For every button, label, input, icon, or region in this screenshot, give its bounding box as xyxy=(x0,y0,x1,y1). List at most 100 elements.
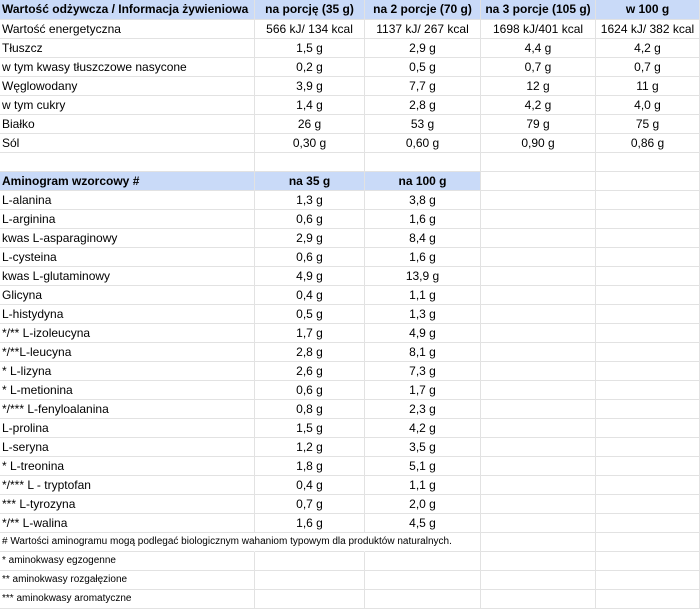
nutrition-value[interactable]: 3,9 g xyxy=(255,77,365,96)
aminogram-header-name[interactable]: Aminogram wzorcowy # xyxy=(0,172,255,191)
footnote-text[interactable]: * aminokwasy egzogenne xyxy=(0,552,255,571)
aminogram-value[interactable]: 0,5 g xyxy=(255,305,365,324)
aminogram-value[interactable]: 1,6 g xyxy=(365,210,481,229)
aminogram-value[interactable]: 2,6 g xyxy=(255,362,365,381)
nutrition-value[interactable]: 75 g xyxy=(596,115,700,134)
nutrition-value[interactable]: 2,9 g xyxy=(365,39,481,58)
nutrition-label[interactable]: Węglowodany xyxy=(0,77,255,96)
empty-cell[interactable] xyxy=(481,267,596,286)
aminogram-label[interactable]: */** L-walina xyxy=(0,514,255,533)
nutrition-label[interactable]: Wartość energetyczna xyxy=(0,20,255,39)
nutrition-header-105g[interactable]: na 3 porcje (105 g) xyxy=(481,0,596,20)
nutrition-value[interactable]: 1,4 g xyxy=(255,96,365,115)
nutrition-value[interactable]: 79 g xyxy=(481,115,596,134)
aminogram-value[interactable]: 1,3 g xyxy=(255,191,365,210)
nutrition-value[interactable]: 1,5 g xyxy=(255,39,365,58)
aminogram-label[interactable]: * L-metionina xyxy=(0,381,255,400)
empty-cell[interactable] xyxy=(255,153,365,172)
aminogram-label[interactable]: kwas L-asparaginowy xyxy=(0,229,255,248)
empty-cell[interactable] xyxy=(481,286,596,305)
empty-cell[interactable] xyxy=(481,305,596,324)
empty-cell[interactable] xyxy=(596,305,700,324)
nutrition-header-70g[interactable]: na 2 porcje (70 g) xyxy=(365,0,481,20)
nutrition-value[interactable]: 7,7 g xyxy=(365,77,481,96)
aminogram-label[interactable]: L-alanina xyxy=(0,191,255,210)
empty-cell[interactable] xyxy=(255,590,365,609)
empty-cell[interactable] xyxy=(481,343,596,362)
aminogram-value[interactable]: 1,1 g xyxy=(365,286,481,305)
aminogram-header-100g[interactable]: na 100 g xyxy=(365,172,481,191)
empty-cell[interactable] xyxy=(596,495,700,514)
aminogram-value[interactable]: 2,9 g xyxy=(255,229,365,248)
nutrition-value[interactable]: 566 kJ/ 134 kcal xyxy=(255,20,365,39)
empty-cell[interactable] xyxy=(596,286,700,305)
nutrition-value[interactable]: 0,86 g xyxy=(596,134,700,153)
nutrition-label[interactable]: Białko xyxy=(0,115,255,134)
empty-cell[interactable] xyxy=(481,229,596,248)
aminogram-value[interactable]: 13,9 g xyxy=(365,267,481,286)
nutrition-header-name[interactable]: Wartość odżywcza / Informacja żywieniowa xyxy=(0,0,255,20)
nutrition-header-100g[interactable]: w 100 g xyxy=(596,0,700,20)
empty-cell[interactable] xyxy=(365,153,481,172)
aminogram-label[interactable]: */**L-leucyna xyxy=(0,343,255,362)
aminogram-value[interactable]: 8,1 g xyxy=(365,343,481,362)
empty-cell[interactable] xyxy=(365,533,481,552)
aminogram-value[interactable]: 0,8 g xyxy=(255,400,365,419)
aminogram-label[interactable]: */** L-izoleucyna xyxy=(0,324,255,343)
nutrition-value[interactable]: 2,8 g xyxy=(365,96,481,115)
aminogram-value[interactable]: 3,5 g xyxy=(365,438,481,457)
aminogram-label[interactable]: L-arginina xyxy=(0,210,255,229)
aminogram-value[interactable]: 7,3 g xyxy=(365,362,481,381)
empty-cell[interactable] xyxy=(596,419,700,438)
empty-cell[interactable] xyxy=(596,400,700,419)
empty-cell[interactable] xyxy=(596,590,700,609)
aminogram-value[interactable]: 4,9 g xyxy=(365,324,481,343)
nutrition-value[interactable]: 0,60 g xyxy=(365,134,481,153)
empty-cell[interactable] xyxy=(596,514,700,533)
empty-cell[interactable] xyxy=(481,514,596,533)
aminogram-value[interactable]: 1,6 g xyxy=(365,248,481,267)
empty-cell[interactable] xyxy=(255,552,365,571)
aminogram-value[interactable]: 1,1 g xyxy=(365,476,481,495)
empty-cell[interactable] xyxy=(481,381,596,400)
nutrition-value[interactable]: 0,30 g xyxy=(255,134,365,153)
aminogram-value[interactable]: 8,4 g xyxy=(365,229,481,248)
nutrition-value[interactable]: 0,7 g xyxy=(596,58,700,77)
empty-cell[interactable] xyxy=(596,229,700,248)
aminogram-value[interactable]: 5,1 g xyxy=(365,457,481,476)
footnote-text[interactable]: *** aminokwasy aromatyczne xyxy=(0,590,255,609)
empty-cell[interactable] xyxy=(596,153,700,172)
nutrition-value[interactable]: 0,7 g xyxy=(481,58,596,77)
empty-cell[interactable] xyxy=(481,248,596,267)
aminogram-label[interactable]: L-cysteina xyxy=(0,248,255,267)
empty-cell[interactable] xyxy=(481,191,596,210)
empty-cell[interactable] xyxy=(481,457,596,476)
aminogram-label[interactable]: */*** L - tryptofan xyxy=(0,476,255,495)
aminogram-label[interactable]: * L-treonina xyxy=(0,457,255,476)
aminogram-value[interactable]: 0,4 g xyxy=(255,286,365,305)
aminogram-value[interactable]: 2,8 g xyxy=(255,343,365,362)
empty-cell[interactable] xyxy=(596,533,700,552)
nutrition-value[interactable]: 4,4 g xyxy=(481,39,596,58)
aminogram-value[interactable]: 0,6 g xyxy=(255,381,365,400)
empty-cell[interactable] xyxy=(481,324,596,343)
aminogram-label[interactable]: Glicyna xyxy=(0,286,255,305)
nutrition-label[interactable]: w tym kwasy tłuszczowe nasycone xyxy=(0,58,255,77)
nutrition-label[interactable]: Tłuszcz xyxy=(0,39,255,58)
aminogram-value[interactable]: 2,3 g xyxy=(365,400,481,419)
empty-cell[interactable] xyxy=(596,552,700,571)
aminogram-label[interactable]: L-seryna xyxy=(0,438,255,457)
aminogram-value[interactable]: 4,5 g xyxy=(365,514,481,533)
aminogram-label[interactable]: L-prolina xyxy=(0,419,255,438)
aminogram-value[interactable]: 0,6 g xyxy=(255,248,365,267)
aminogram-value[interactable]: 1,6 g xyxy=(255,514,365,533)
aminogram-header-35g[interactable]: na 35 g xyxy=(255,172,365,191)
empty-cell[interactable] xyxy=(481,400,596,419)
aminogram-value[interactable]: 0,6 g xyxy=(255,210,365,229)
aminogram-value[interactable]: 1,3 g xyxy=(365,305,481,324)
aminogram-label[interactable]: *** L-tyrozyna xyxy=(0,495,255,514)
empty-cell[interactable] xyxy=(481,495,596,514)
aminogram-value[interactable]: 2,0 g xyxy=(365,495,481,514)
nutrition-value[interactable]: 4,2 g xyxy=(481,96,596,115)
empty-cell[interactable] xyxy=(481,552,596,571)
